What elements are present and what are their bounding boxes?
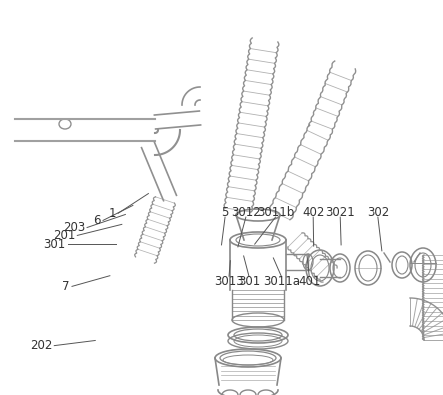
Text: 203: 203 [63,221,85,234]
Text: 3021: 3021 [325,206,355,218]
Text: 202: 202 [30,339,52,352]
Text: 201: 201 [53,229,75,242]
Text: 301: 301 [43,238,66,250]
Text: 1: 1 [109,207,116,220]
Text: 3012: 3012 [231,206,261,218]
Text: 6: 6 [93,214,101,227]
Text: 3011a: 3011a [263,275,300,288]
Text: 402: 402 [302,206,324,218]
Text: 301: 301 [238,275,260,288]
Text: 401: 401 [298,275,320,288]
Text: 3013: 3013 [214,275,244,288]
Text: 5: 5 [222,206,229,218]
Text: 7: 7 [62,280,70,293]
Text: 302: 302 [367,206,389,218]
Text: 3011b: 3011b [257,206,294,218]
